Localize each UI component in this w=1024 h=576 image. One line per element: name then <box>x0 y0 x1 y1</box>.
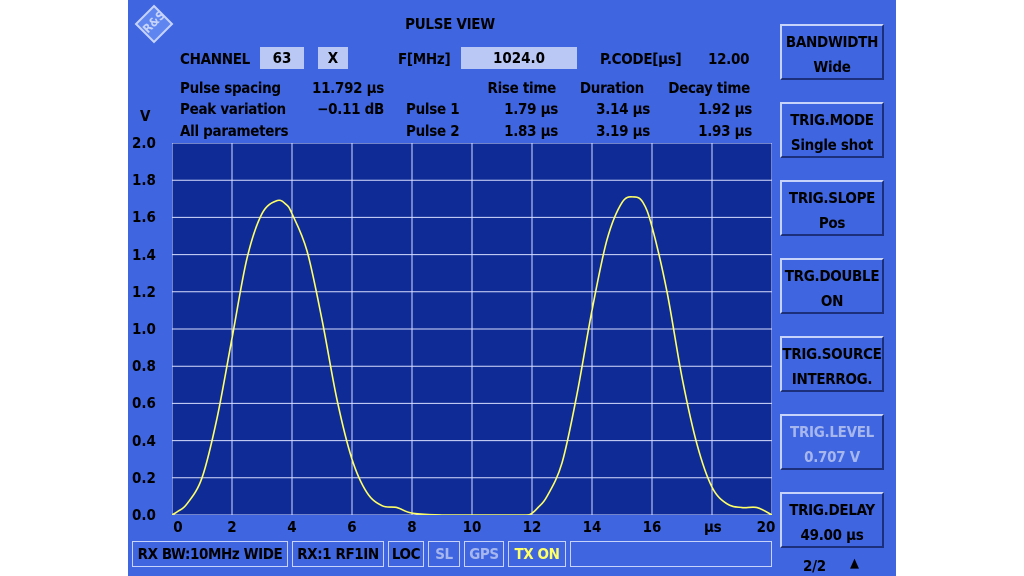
status-sl[interactable]: SL <box>428 541 460 567</box>
x-tick-label: 0 <box>173 518 183 536</box>
channel-mode-field[interactable]: X <box>318 47 348 69</box>
instrument-screen: R&S PULSE VIEW CHANNEL 63 X F[MHz] 1024.… <box>128 0 896 576</box>
x-tick-label: 8 <box>407 518 417 536</box>
softkey-title: TRIG.DELAY <box>789 501 875 519</box>
status-tx-on[interactable]: TX ON <box>508 541 566 567</box>
y-tick-label: 0.6 <box>132 394 156 413</box>
y-tick-label: 1.4 <box>132 245 156 264</box>
softkey-value: ON <box>820 292 844 310</box>
softkey-title: TRIG.MODE <box>790 111 874 129</box>
softkey-value: Pos <box>818 214 846 232</box>
x-tick-label: 20 <box>756 518 776 536</box>
softkey-value: 0.707 V <box>804 448 860 466</box>
duration-header: Duration <box>579 79 644 97</box>
status-rx-input[interactable]: RX:1 RF1IN <box>292 541 384 567</box>
x-tick-label: 6 <box>347 518 357 536</box>
y-tick-label: 0.4 <box>132 431 156 450</box>
y-tick-label: 0.8 <box>132 357 156 376</box>
logo: R&S <box>134 4 174 44</box>
softkey-trig-source[interactable]: TRIG.SOURCE INTERROG. <box>780 336 884 392</box>
status-rx-bandwidth[interactable]: RX BW:10MHz WIDE <box>132 541 288 567</box>
all-parameters-label: All parameters <box>180 122 289 140</box>
rise-time-header: Rise time <box>487 79 557 97</box>
y-tick-label: 0.2 <box>132 468 156 487</box>
peak-variation-value: −0.11 dB <box>317 100 384 118</box>
y-tick-label: 1.0 <box>132 320 156 338</box>
channel-label: CHANNEL <box>180 50 250 68</box>
softkey-title: TRG.DOUBLE <box>784 267 880 285</box>
softkey-title: TRIG.SLOPE <box>788 189 876 207</box>
x-tick-label: 2 <box>227 518 237 536</box>
x-tick-label: 16 <box>642 518 662 536</box>
page-up-arrow-icon[interactable]: ▲ <box>850 556 859 571</box>
pulse-2-duration: 3.19 µs <box>596 122 650 140</box>
y-tick-label: 2.0 <box>132 134 156 152</box>
pulse-2-rise: 1.83 µs <box>504 122 558 140</box>
pcode-value: 12.00 <box>708 50 750 68</box>
softkey-value: INTERROG. <box>791 370 873 388</box>
rs-logo-icon <box>134 4 174 44</box>
pulse-2-label: Pulse 2 <box>406 122 460 140</box>
softkey-trg-double[interactable]: TRG.DOUBLE ON <box>780 258 884 314</box>
pulse-1-decay: 1.92 µs <box>698 100 752 118</box>
softkey-title: BANDWIDTH <box>785 33 879 51</box>
plot-grid <box>171 142 773 516</box>
pulse-1-duration: 3.14 µs <box>596 100 650 118</box>
softkey-value: 49.00 µs <box>800 526 864 544</box>
status-loc[interactable]: LOC <box>388 541 424 567</box>
page-title: PULSE VIEW <box>405 15 495 33</box>
status-gps[interactable]: GPS <box>464 541 504 567</box>
pcode-label: P.CODE[µs] <box>600 50 682 68</box>
y-tick-label: 1.8 <box>132 171 156 190</box>
x-tick-label: 12 <box>522 518 542 536</box>
decay-time-header: Decay time <box>668 79 750 97</box>
softkey-trig-level[interactable]: TRIG.LEVEL 0.707 V <box>780 414 884 470</box>
pulse-spacing-value: 11.792 µs <box>312 79 385 97</box>
softkey-value: Single shot <box>790 136 874 154</box>
channel-number-field[interactable]: 63 <box>260 47 304 69</box>
pulse-spacing-label: Pulse spacing <box>180 79 281 97</box>
y-axis-unit: V <box>140 107 151 125</box>
pulse-plot-svg <box>171 142 773 516</box>
softkey-value: Wide <box>813 58 851 76</box>
pulse-plot <box>171 142 773 516</box>
y-tick-label: 1.2 <box>132 282 156 301</box>
page-indicator: 2/2 <box>803 557 826 575</box>
x-tick-label: 10 <box>462 518 482 536</box>
softkey-trig-slope[interactable]: TRIG.SLOPE Pos <box>780 180 884 236</box>
pulse-1-rise: 1.79 µs <box>504 100 558 118</box>
y-tick-label: 0.0 <box>132 506 156 524</box>
peak-variation-label: Peak variation <box>180 100 286 118</box>
softkey-bandwidth[interactable]: BANDWIDTH Wide <box>780 24 884 80</box>
pulse-2-decay: 1.93 µs <box>698 122 752 140</box>
x-tick-label: 4 <box>287 518 297 536</box>
softkey-title: TRIG.LEVEL <box>790 423 874 441</box>
x-axis-unit: µs <box>704 518 722 536</box>
pulse-1-label: Pulse 1 <box>406 100 460 118</box>
x-tick-label: 14 <box>582 518 602 536</box>
softkey-trig-mode[interactable]: TRIG.MODE Single shot <box>780 102 884 158</box>
softkey-title: TRIG.SOURCE <box>782 345 882 363</box>
frequency-field[interactable]: 1024.0 <box>461 47 577 69</box>
y-tick-label: 1.6 <box>132 208 156 227</box>
softkey-trig-delay[interactable]: TRIG.DELAY 49.00 µs <box>780 492 884 548</box>
frequency-label: F[MHz] <box>398 50 451 68</box>
status-empty-field <box>570 541 772 567</box>
